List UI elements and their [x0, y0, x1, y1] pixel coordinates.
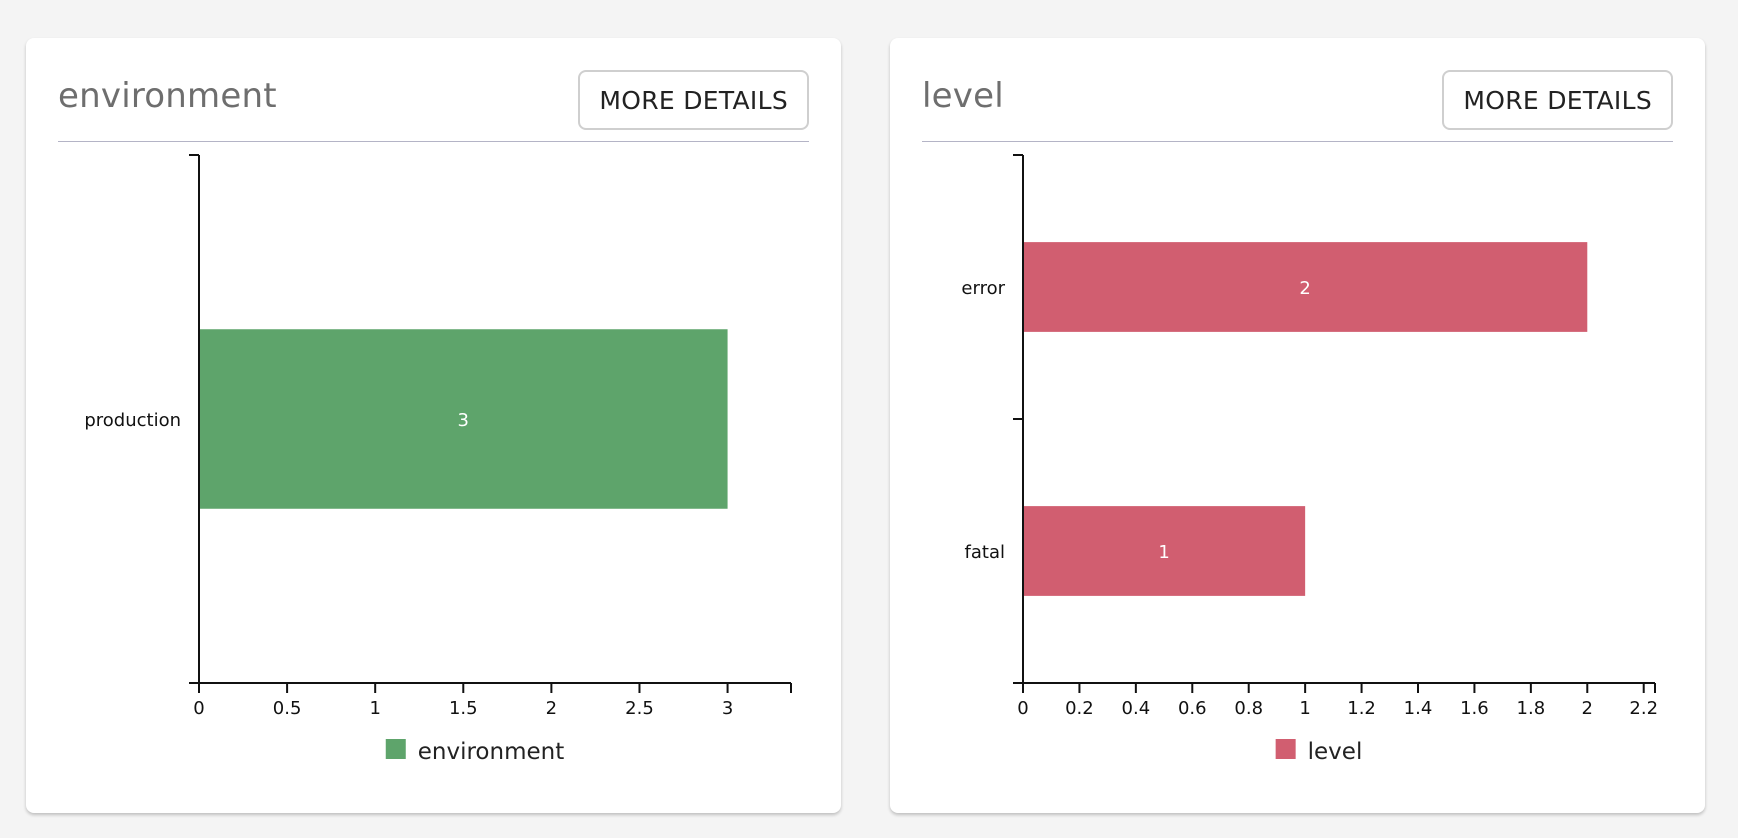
legend: level	[1275, 739, 1363, 765]
x-tick-label: 1.2	[1347, 698, 1376, 719]
x-tick-label: 2.5	[625, 698, 654, 719]
bar-data-label: 2	[1299, 278, 1310, 299]
more-details-button[interactable]: MORE DETAILS	[578, 70, 809, 130]
bar-data-label: 3	[458, 410, 469, 431]
level-card: level MORE DETAILS 0 0.2 0.4 0.6 0.8 1 1.2 1.4 1…	[890, 38, 1705, 813]
x-tick-label: 0.5	[273, 698, 302, 719]
legend-swatch	[385, 739, 406, 759]
card-title: level	[922, 76, 1004, 116]
level-chart: 0 0.2 0.4 0.6 0.8 1 1.2 1.4 1.6 1.8 2 2.2 2 error 1 fat…	[961, 154, 1658, 765]
x-tick-label: 0.2	[1065, 698, 1094, 719]
more-details-button[interactable]: MORE DETAILS	[1442, 70, 1673, 130]
x-tick-label: 1.4	[1404, 698, 1433, 719]
x-tick-label: 2	[1582, 698, 1593, 719]
x-tick-label: 0	[1017, 698, 1028, 719]
x-tick-label: 3	[722, 698, 733, 719]
card-header: level MORE DETAILS	[922, 38, 1673, 142]
x-tick-label: 2.2	[1629, 698, 1658, 719]
x-tick-label: 1	[369, 698, 380, 719]
x-tick-label: 0.6	[1178, 698, 1207, 719]
x-tick-label: 1.6	[1460, 698, 1489, 719]
card-title: environment	[58, 76, 277, 116]
y-tick-label: production	[84, 410, 181, 431]
x-tick-label: 0.4	[1122, 698, 1151, 719]
x-tick-label: 0	[193, 698, 204, 719]
legend-label: environment	[418, 739, 564, 765]
legend: environment	[385, 739, 564, 765]
bar-fatal	[1024, 506, 1306, 596]
x-tick-label: 1	[1299, 698, 1310, 719]
y-tick-label: fatal	[965, 542, 1005, 563]
x-tick-label: 0.8	[1234, 698, 1263, 719]
bar-data-label: 1	[1158, 542, 1169, 563]
x-tick-label: 1.8	[1517, 698, 1546, 719]
environment-card: environment MORE DETAILS 0 0.5 1 1.5 2 2.5 3 3 p…	[26, 38, 841, 813]
x-tick-label: 2	[546, 698, 557, 719]
legend-label: level	[1308, 739, 1363, 765]
card-header: environment MORE DETAILS	[58, 38, 809, 142]
bar-error	[1024, 242, 1588, 332]
bar-production	[200, 329, 728, 509]
y-tick-label: error	[961, 278, 1005, 299]
environment-chart: 0 0.5 1 1.5 2 2.5 3 3 production environment	[84, 154, 792, 765]
x-tick-label: 1.5	[449, 698, 478, 719]
legend-swatch	[1275, 739, 1296, 759]
